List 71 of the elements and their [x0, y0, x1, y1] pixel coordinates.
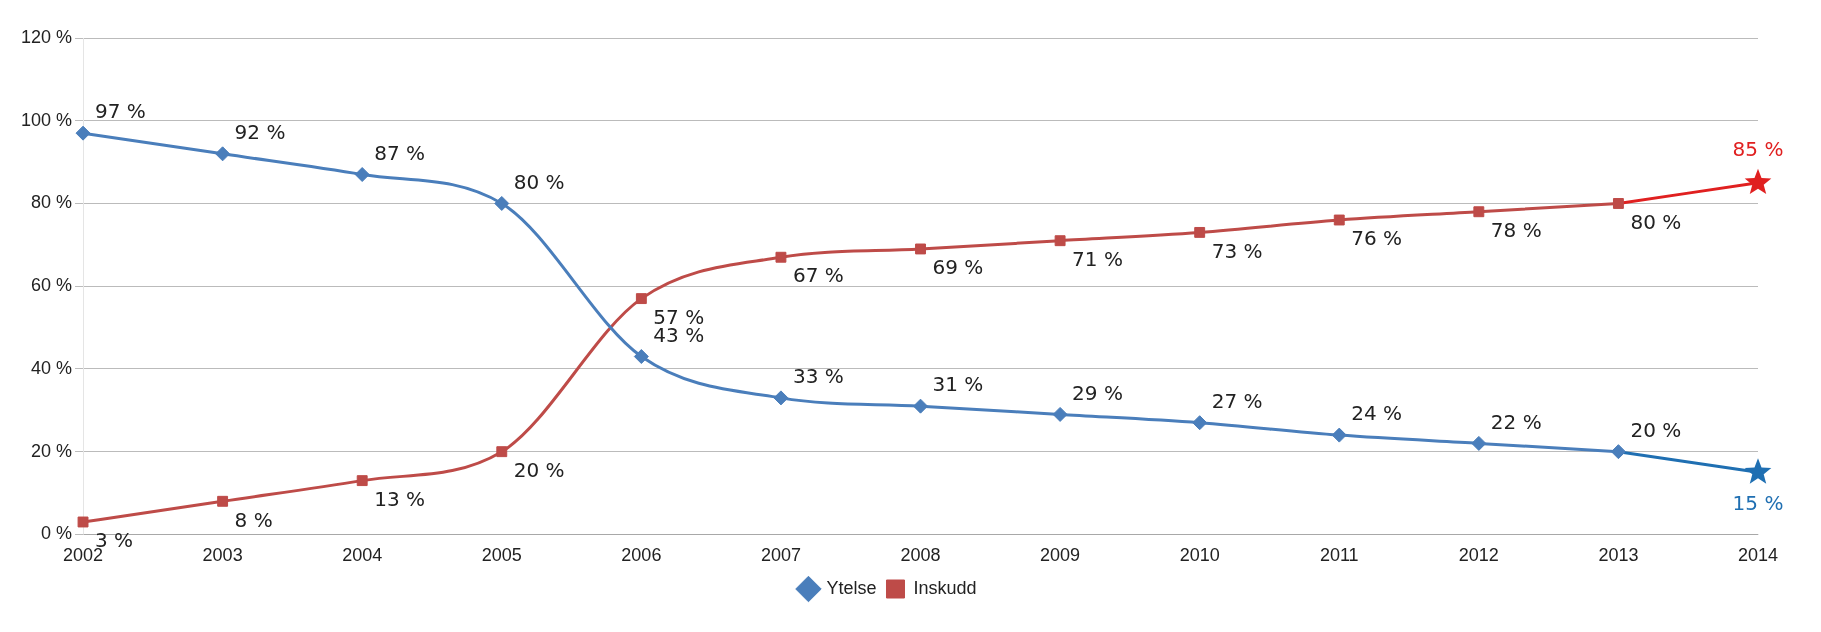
y-tick-label: 20 %: [31, 440, 73, 461]
point: [913, 398, 929, 414]
y-tick-label: 40 %: [31, 357, 73, 378]
point: [77, 516, 89, 528]
point: [1612, 198, 1624, 209]
y-tick-label: 60 %: [31, 275, 73, 296]
data-label: 80 %: [1630, 209, 1682, 234]
point: [1054, 235, 1066, 247]
legend-label: Ytelse: [826, 577, 877, 598]
data-label: 92 %: [234, 120, 286, 145]
data-label: 71 %: [1072, 246, 1123, 271]
x-tick-label: 2003: [202, 545, 243, 566]
data-label: 67 %: [792, 263, 844, 288]
data-label: 69 %: [932, 255, 984, 280]
x-tick-label: 2011: [1319, 545, 1359, 566]
data-label: 24 %: [1351, 401, 1403, 426]
point: [1194, 226, 1206, 238]
data-label: 13 %: [374, 486, 426, 511]
point: [1333, 214, 1345, 226]
x-tick-label: 2007: [760, 545, 801, 566]
legend-label: Inskudd: [913, 577, 977, 598]
point: [496, 446, 508, 458]
data-label: 76 %: [1351, 226, 1403, 251]
data-label: 73 %: [1211, 238, 1263, 263]
data-label: 22 %: [1490, 409, 1542, 434]
point: [635, 293, 647, 305]
point: [1744, 168, 1772, 195]
point: [215, 146, 231, 162]
data-label: 15 %: [1732, 490, 1784, 515]
y-tick-label: 100 %: [20, 109, 73, 130]
data-label: 85 %: [1732, 136, 1784, 161]
point: [1192, 415, 1208, 431]
data-label: 20 %: [513, 457, 565, 482]
data-label: 31 %: [932, 372, 984, 397]
y-tick-label: 80 %: [31, 192, 73, 213]
x-tick-label: 2012: [1458, 545, 1499, 566]
data-label: 27 %: [1211, 388, 1263, 413]
x-tick-label: 2004: [342, 545, 383, 566]
point: [1473, 206, 1485, 218]
x-tick-label: 2010: [1179, 545, 1220, 566]
x-tick-label: 2009: [1040, 545, 1081, 566]
point: [1331, 427, 1347, 443]
point: [1471, 435, 1487, 451]
point: [217, 495, 229, 507]
data-label: 78 %: [1490, 217, 1542, 242]
point: [1052, 406, 1068, 422]
x-tick-label: 2014: [1737, 545, 1779, 566]
point: [1744, 458, 1772, 484]
data-label: 97 %: [95, 99, 146, 124]
data-label: 8 %: [234, 507, 273, 532]
data-label: 29 %: [1072, 380, 1123, 405]
x-tick-label: 2005: [481, 545, 522, 566]
data-label: 33 %: [792, 364, 844, 389]
point: [633, 349, 649, 365]
data-label: 87 %: [374, 140, 426, 165]
data-label: 57 %: [653, 304, 705, 329]
y-tick-label: 0 %: [41, 523, 73, 544]
point: [75, 125, 91, 141]
x-tick-label: 2008: [900, 545, 941, 566]
x-tick-label: 2006: [621, 545, 662, 566]
point: [494, 195, 510, 211]
x-tick-label: 2013: [1598, 545, 1639, 566]
point: [775, 251, 787, 263]
point: [915, 243, 926, 255]
point: [1610, 444, 1626, 460]
point: [773, 390, 789, 406]
y-tick-label: 120 %: [20, 26, 73, 47]
data-label: 20 %: [1630, 417, 1682, 442]
point: [354, 167, 370, 183]
point: [356, 475, 368, 487]
data-label: 80 %: [513, 169, 565, 194]
